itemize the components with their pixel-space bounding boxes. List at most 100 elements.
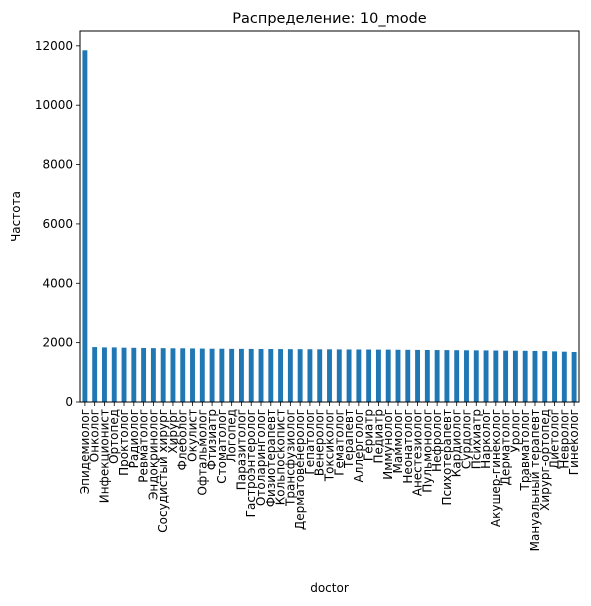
chart-title: Распределение: 10_mode [232,11,427,27]
x-tick-label: Трансфузиолог [283,409,297,507]
bar [366,349,372,402]
x-tick-label: Венеролог [313,409,327,476]
x-tick-label: Инфекционист [97,409,111,503]
x-tick-label: Окулист [186,409,200,462]
y-tick-label: 4000 [42,276,73,290]
bar [561,351,567,402]
bar [415,349,421,402]
x-tick-label: Токсиколог [323,409,337,482]
bars-group [82,50,577,403]
bar [258,349,264,402]
x-tick-label: Дерматовенеролог [293,409,307,530]
bar [219,348,225,402]
bar [483,350,489,402]
x-tick-label: Офтальмолог [195,409,209,496]
y-axis-title: Частота [9,191,23,242]
bar [190,348,195,402]
x-tick-label: Эндокринолог [146,409,160,500]
x-tick-label: Психиатр [469,409,483,469]
y-tick-label: 0 [65,395,73,409]
bar [454,350,460,402]
bar [532,350,538,402]
x-tick-label: Травматолог [518,409,532,491]
x-tick-label: Отоларинголог [254,409,268,506]
bar [464,350,469,402]
bar [356,349,362,402]
y-tick-label: 2000 [42,336,73,350]
bar [160,348,166,402]
bar [199,348,205,402]
x-tick-label: Нефролог [430,409,444,472]
x-tick-label: Ортопед [107,409,121,464]
x-tick-label: Терапевт [342,409,356,469]
x-tick-label: Эпидемиолог [78,409,92,494]
y-axis-ticks: 0 2000 4000 6000 8000 10000 12000 [35,39,80,409]
bar [385,349,391,402]
x-tick-label: Сурдолог [459,409,473,469]
x-tick-label: Акушер-гинеколог [489,409,503,527]
x-tick-label: Нарколог [479,409,493,469]
x-tick-label: Гепатолог [303,409,317,475]
plot-frame [79,30,580,403]
bar [141,347,147,402]
bar [395,349,401,402]
bar [434,350,440,402]
bar [229,348,235,402]
x-tick-label: Онколог [88,409,102,462]
x-tick-label: Проктолог [117,409,131,476]
bar [287,349,293,402]
bar [278,349,284,402]
x-tick-label: Логопед [225,409,239,463]
x-tick-label: Уролог [508,409,522,453]
x-tick-label: Сосудистый хирург [156,409,170,533]
bar [170,348,176,402]
bar [493,350,499,402]
x-tick-label: Невролог [557,409,571,469]
y-tick-label: 8000 [42,158,73,172]
x-tick-label: Ревматолог [137,409,151,483]
bar [327,349,332,402]
x-tick-label: Кольпоскопист [274,409,288,505]
x-tick-label: Стоматолог [215,409,229,484]
bar [336,349,342,402]
bar [121,347,127,402]
x-tick-label: Иммунолог [381,409,395,480]
x-tick-label: Кардиолог [450,409,464,477]
bar [248,348,254,402]
bar [405,349,411,402]
bar [571,351,577,402]
bar [542,351,548,402]
x-tick-label: Паразитолог [234,409,248,490]
x-tick-label: Неонатолог [401,409,415,484]
x-tick-label: Маммолог [391,409,405,473]
x-tick-label: Гериатр [362,409,376,461]
x-axis-ticks: ЭпидемиологОнкологИнфекционистОртопедПро… [78,402,581,551]
bar [209,348,215,402]
x-tick-label: Дерматолог [499,409,513,485]
y-tick-label: 6000 [42,217,73,231]
bar [180,348,186,402]
x-tick-label: Хирург [166,409,180,454]
x-tick-label: Хирург-ортопед [538,409,552,511]
x-tick-label: Фтизиатр [205,409,219,470]
bar [424,350,430,402]
bar [503,350,509,402]
bar [268,349,274,402]
y-tick-label: 12000 [35,39,73,53]
bar [473,350,479,402]
x-tick-label: Аллерголог [352,409,366,483]
bar [522,350,528,402]
bar [111,347,117,402]
bar [297,349,303,402]
bar [82,50,88,403]
x-tick-label: Гастроэнтеролог [244,409,258,517]
bar [92,347,98,402]
x-axis-title: doctor [310,581,349,595]
bar [131,347,137,402]
bar [317,349,323,402]
bar [552,351,557,402]
y-tick-label: 10000 [35,98,73,112]
x-tick-label: Пульмонолог [420,409,434,493]
bar [102,347,107,402]
